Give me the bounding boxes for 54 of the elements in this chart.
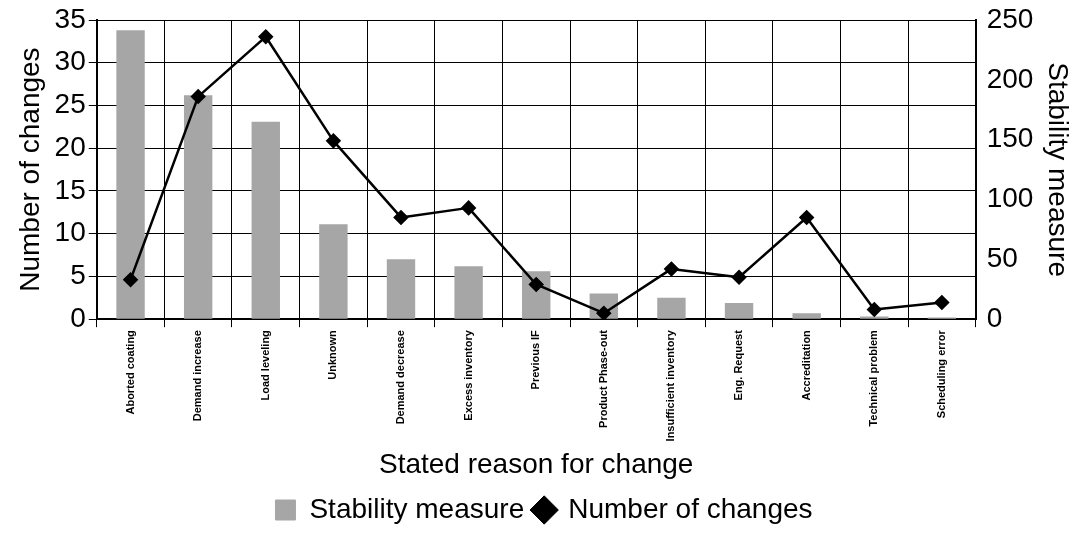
x-tick-label: Unknown bbox=[326, 329, 339, 380]
bar bbox=[724, 302, 754, 319]
x-axis-title: Stated reason for change bbox=[378, 447, 694, 479]
y2-tick-label: 100 bbox=[986, 182, 1034, 214]
y2-tick-label: 200 bbox=[986, 62, 1034, 94]
x-tick-label: Product Phase-out bbox=[596, 329, 609, 428]
x-tick-label: Load leveling bbox=[258, 330, 271, 401]
y-tick-label: 10 bbox=[54, 216, 86, 248]
bar bbox=[454, 266, 483, 319]
x-tick-label: Scheduling error bbox=[934, 329, 947, 419]
point bbox=[258, 29, 274, 44]
y-tick-label: 0 bbox=[70, 301, 86, 333]
point bbox=[190, 89, 206, 104]
bar bbox=[183, 95, 213, 319]
bar bbox=[792, 313, 821, 319]
y-tick-label: 35 bbox=[54, 2, 86, 34]
point bbox=[461, 200, 476, 216]
bar bbox=[657, 297, 686, 319]
point bbox=[867, 302, 882, 317]
bar bbox=[860, 316, 889, 319]
x-tick-label: Aborted coating bbox=[123, 330, 136, 415]
y-tick-label: 30 bbox=[54, 45, 86, 77]
x-tick-label: Demand decrease bbox=[394, 330, 407, 425]
y2-tick-label: 50 bbox=[986, 242, 1018, 274]
x-tick-label: Insufficient inventory bbox=[664, 329, 677, 442]
y-axis-title: Number of changes bbox=[13, 47, 45, 292]
y2-tick-label: 250 bbox=[986, 2, 1034, 34]
y-tick-label: 5 bbox=[70, 259, 86, 291]
point bbox=[326, 133, 341, 149]
x-tick-label: Previous IF bbox=[529, 329, 542, 390]
bar bbox=[116, 30, 145, 319]
legend-label: Stability measure bbox=[309, 492, 525, 524]
y-tick-label: 20 bbox=[54, 130, 86, 162]
point bbox=[934, 295, 950, 310]
x-tick-label: Technical problem bbox=[867, 329, 880, 427]
point bbox=[528, 277, 544, 292]
x-tick-label: Eng. Request bbox=[732, 329, 745, 401]
y-tick-label: 15 bbox=[54, 173, 86, 205]
point bbox=[393, 210, 409, 225]
point bbox=[664, 261, 679, 277]
x-tick-label: Demand increase bbox=[191, 330, 204, 422]
y2-axis-title: Stability measure bbox=[1043, 62, 1075, 277]
point bbox=[731, 270, 747, 285]
bar bbox=[251, 121, 280, 319]
point bbox=[123, 272, 138, 287]
x-tick-label: Excess inventory bbox=[461, 329, 474, 421]
bar bbox=[386, 259, 416, 319]
bar bbox=[319, 224, 348, 319]
y2-tick-label: 150 bbox=[986, 122, 1034, 154]
y-tick-label: 25 bbox=[54, 88, 86, 120]
y2-tick-label: 0 bbox=[986, 301, 1003, 333]
point bbox=[799, 210, 814, 225]
legend-label: Number of changes bbox=[568, 492, 813, 524]
x-tick-label: Accreditation bbox=[799, 329, 812, 401]
